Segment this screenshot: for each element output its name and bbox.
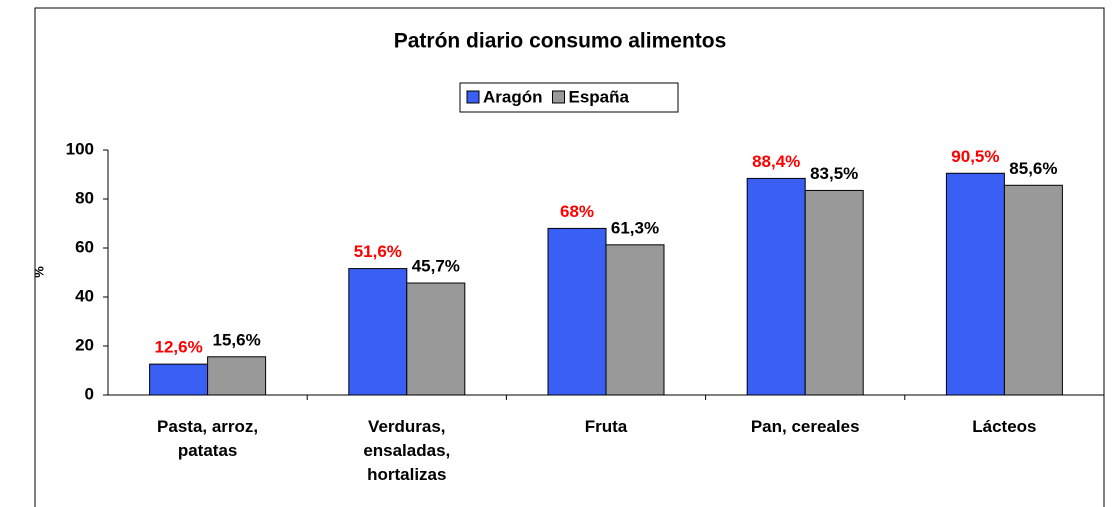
value-label: 85,6%: [1009, 159, 1057, 178]
chart-title: Patrón diario consumo alimentos: [394, 30, 727, 53]
value-label: 15,6%: [212, 330, 260, 349]
bar: [804, 189, 864, 396]
value-label: 45,7%: [412, 257, 460, 276]
value-label: 51,6%: [354, 242, 402, 261]
y-tick-label: 20: [75, 335, 94, 354]
bar: [207, 356, 267, 396]
x-tick-label: Verduras, ensaladas, hortalizas: [363, 417, 450, 484]
y-tick-label: 0: [85, 384, 94, 403]
y-tick-label: 80: [75, 188, 94, 207]
x-tick-label: Pan, cereales: [751, 417, 860, 436]
legend-label: España: [569, 87, 630, 106]
x-tick-label: Fruta: [585, 417, 628, 436]
bar: [149, 363, 209, 396]
bar: [746, 177, 806, 396]
legend: Aragón España: [459, 82, 679, 113]
bar: [1003, 184, 1063, 396]
bar: [406, 282, 466, 396]
value-label: 12,6%: [154, 338, 202, 357]
value-label: 68%: [560, 202, 594, 221]
y-tick-label: 60: [75, 237, 94, 256]
x-tick-label: Pasta, arroz, patatas: [157, 417, 258, 460]
legend-label: Aragón: [483, 87, 543, 106]
bar: [945, 172, 1005, 396]
legend-box: [459, 82, 679, 113]
value-label: 90,5%: [951, 147, 999, 166]
bar: [348, 268, 408, 396]
value-label: 83,5%: [810, 164, 858, 183]
legend-swatch: [552, 90, 565, 104]
value-label: 61,3%: [611, 218, 659, 237]
legend-swatch: [466, 90, 480, 104]
bar: [547, 227, 607, 396]
y-tick-label: 40: [75, 286, 94, 305]
value-label: 88,4%: [752, 152, 800, 171]
y-axis-label: %: [31, 266, 46, 278]
x-tick-label: Lácteos: [972, 417, 1036, 436]
y-tick-label: 100: [66, 139, 94, 158]
bar: [605, 244, 665, 396]
